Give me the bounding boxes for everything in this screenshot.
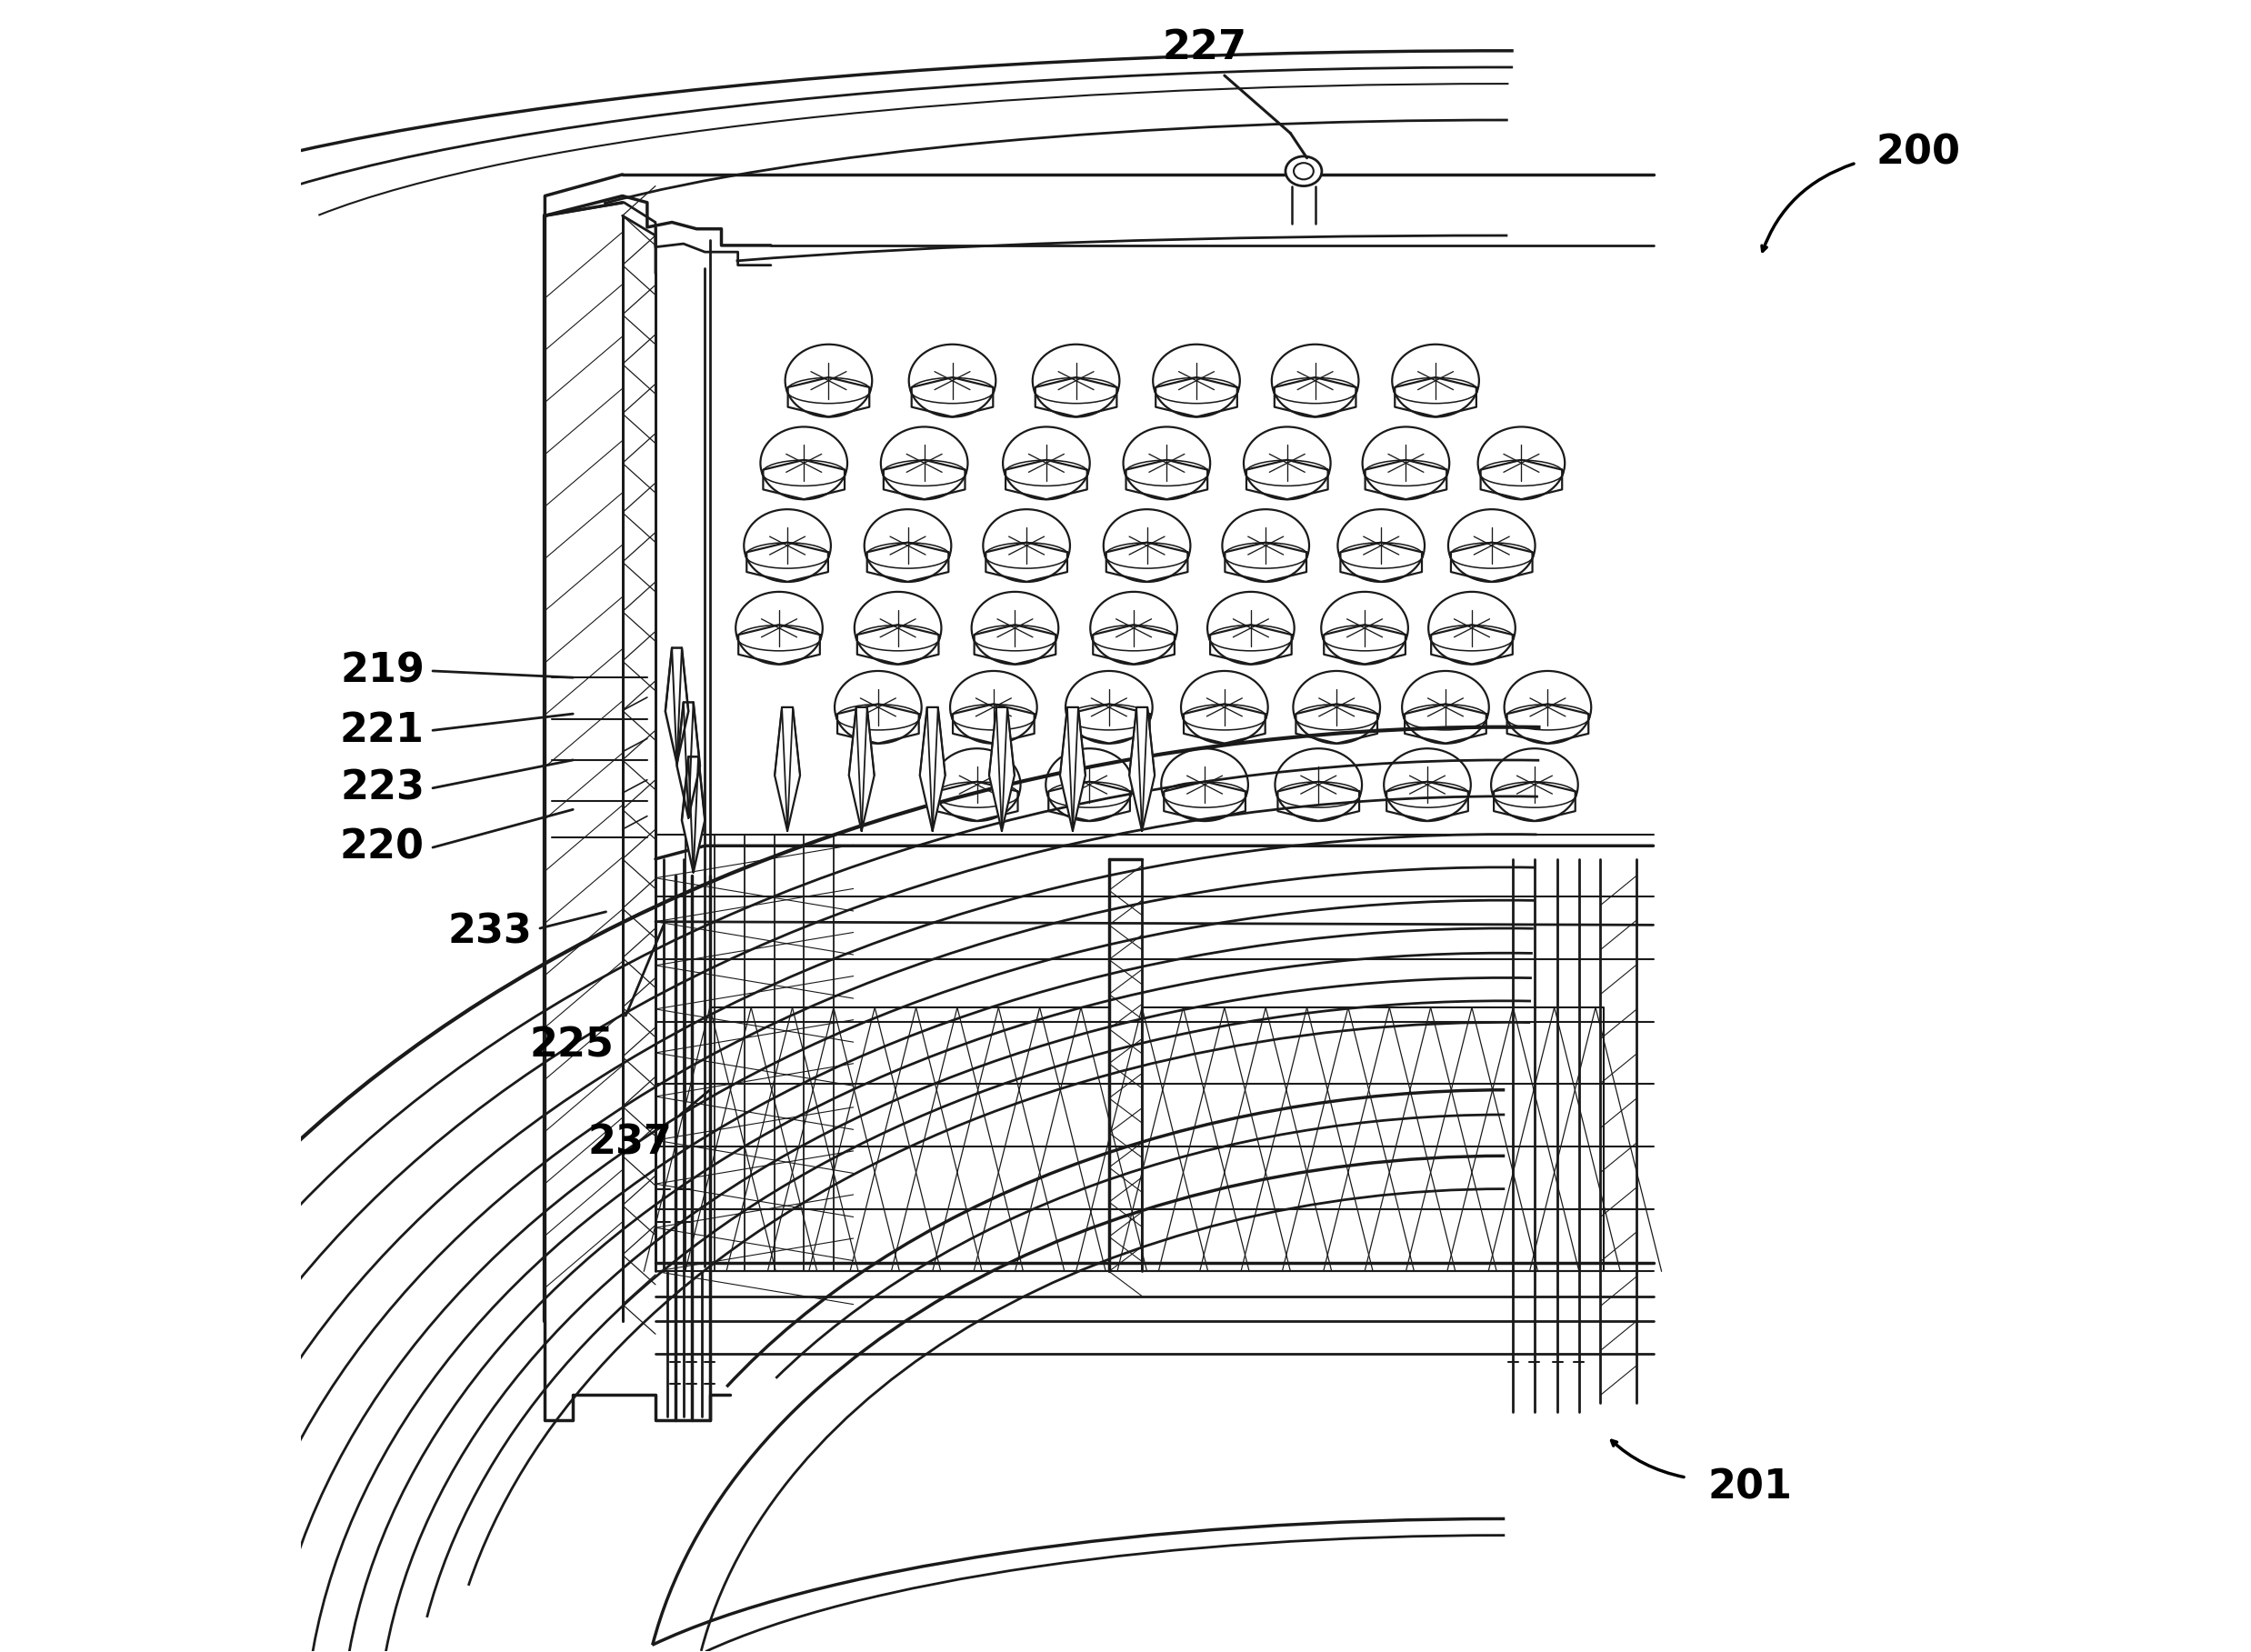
Text: 223: 223 [340,768,425,808]
Text: 225: 225 [529,1026,615,1064]
Polygon shape [709,1008,1110,1272]
Text: 200: 200 [1875,134,1961,172]
Text: 233: 233 [448,912,531,952]
Polygon shape [1060,707,1085,831]
Polygon shape [682,757,705,872]
Text: 201: 201 [1709,1469,1792,1507]
Polygon shape [678,702,700,818]
Text: 221: 221 [340,710,425,750]
Text: 220: 220 [340,828,425,867]
Polygon shape [849,707,873,831]
Text: 227: 227 [1162,28,1247,68]
Polygon shape [1130,707,1155,831]
Polygon shape [988,707,1015,831]
Polygon shape [774,707,799,831]
Polygon shape [666,648,689,763]
Ellipse shape [1285,157,1321,187]
Polygon shape [921,707,945,831]
Polygon shape [1141,1008,1603,1272]
Text: 237: 237 [588,1123,673,1161]
Text: 219: 219 [340,651,425,691]
